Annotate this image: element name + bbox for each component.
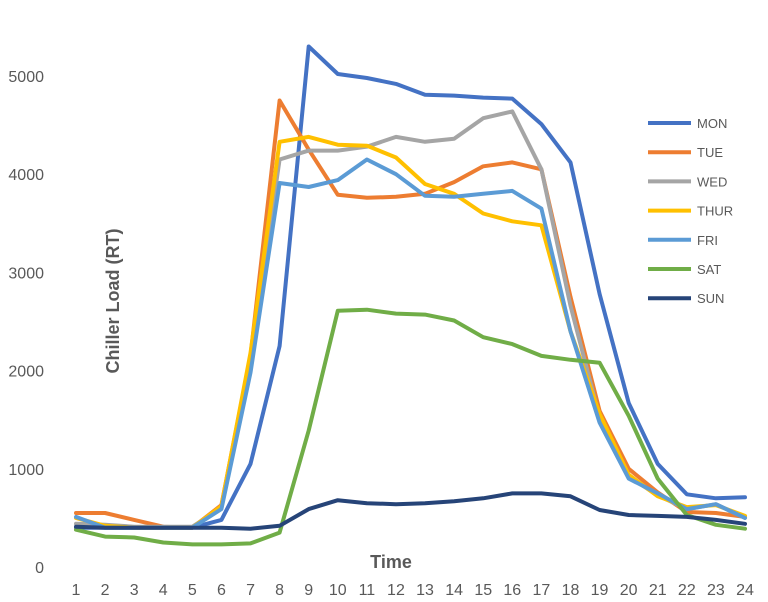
x-tick-label: 11 [359, 582, 376, 599]
x-tick-label: 21 [649, 582, 667, 599]
x-tick-label: 3 [130, 582, 139, 599]
y-tick-label: 2000 [8, 364, 44, 381]
series-line-wed [74, 109, 747, 529]
series-line-sun [74, 491, 747, 531]
x-tick-label: 18 [562, 582, 580, 599]
y-tick-label: 1000 [8, 462, 44, 479]
legend-label-sat: SAT [697, 262, 721, 277]
legend-label-mon: MON [697, 116, 727, 131]
y-tick-label: 3000 [8, 265, 44, 282]
y-tick-label: 5000 [8, 69, 44, 86]
x-tick-label: 20 [620, 582, 638, 599]
y-tick-label: 0 [35, 560, 44, 577]
x-tick-label: 15 [474, 582, 492, 599]
x-tick-label: 13 [416, 582, 434, 599]
series-line-fri [74, 157, 747, 530]
x-tick-label: 9 [304, 582, 313, 599]
x-tick-label: 7 [246, 582, 255, 599]
legend-label-wed: WED [697, 174, 727, 189]
legend-label-fri: FRI [697, 233, 718, 248]
x-tick-label: 23 [707, 582, 725, 599]
x-tick-label: 24 [736, 582, 754, 599]
y-tick-label: 4000 [8, 167, 44, 184]
x-tick-label: 16 [503, 582, 521, 599]
x-tick-label: 6 [217, 582, 226, 599]
legend-label-tue: TUE [697, 145, 723, 160]
legend-label-sun: SUN [697, 291, 724, 306]
x-tick-label: 14 [445, 582, 463, 599]
x-tick-label: 22 [678, 582, 696, 599]
x-tick-label: 4 [159, 582, 168, 599]
x-axis-title: Time [370, 552, 412, 572]
x-axis-ticks: 1 2 3 4 5 6 7 8 9 10 11 12 13 14 15 16 17 18 19 20 21 22 23 24 [72, 582, 754, 599]
x-tick-label: 1 [72, 582, 81, 599]
legend: MON TUE WED THUR FRI SAT SUN [648, 116, 733, 306]
series-line-mon [74, 44, 747, 530]
x-tick-label: 8 [275, 582, 284, 599]
x-tick-label: 12 [387, 582, 405, 599]
x-tick-label: 19 [591, 582, 609, 599]
x-tick-label: 10 [329, 582, 347, 599]
x-tick-label: 5 [188, 582, 197, 599]
y-axis-ticks: 0 1000 2000 3000 4000 5000 [8, 69, 44, 577]
x-tick-label: 17 [532, 582, 550, 599]
y-axis-title: Chiller Load (RT) [103, 229, 123, 374]
legend-label-thur: THUR [697, 204, 733, 219]
series-lines [74, 44, 747, 547]
series-line-sat [74, 307, 747, 547]
x-tick-label: 2 [101, 582, 110, 599]
